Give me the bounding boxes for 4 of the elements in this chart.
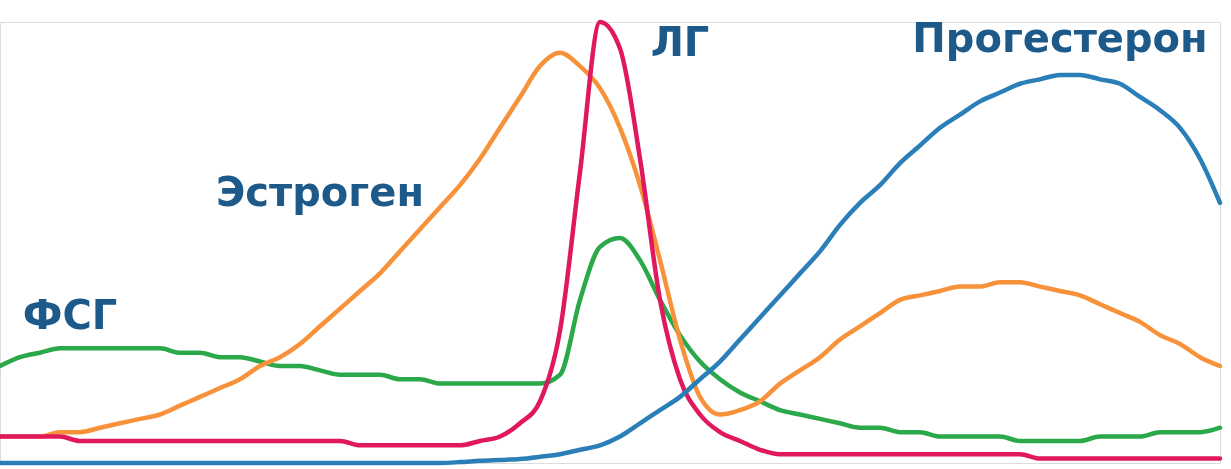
series-label: Эстроген bbox=[215, 168, 425, 215]
series-label: Прогестерон bbox=[912, 14, 1208, 61]
series-label: ФСГ bbox=[22, 292, 118, 339]
series-label: ЛГ bbox=[650, 19, 710, 66]
